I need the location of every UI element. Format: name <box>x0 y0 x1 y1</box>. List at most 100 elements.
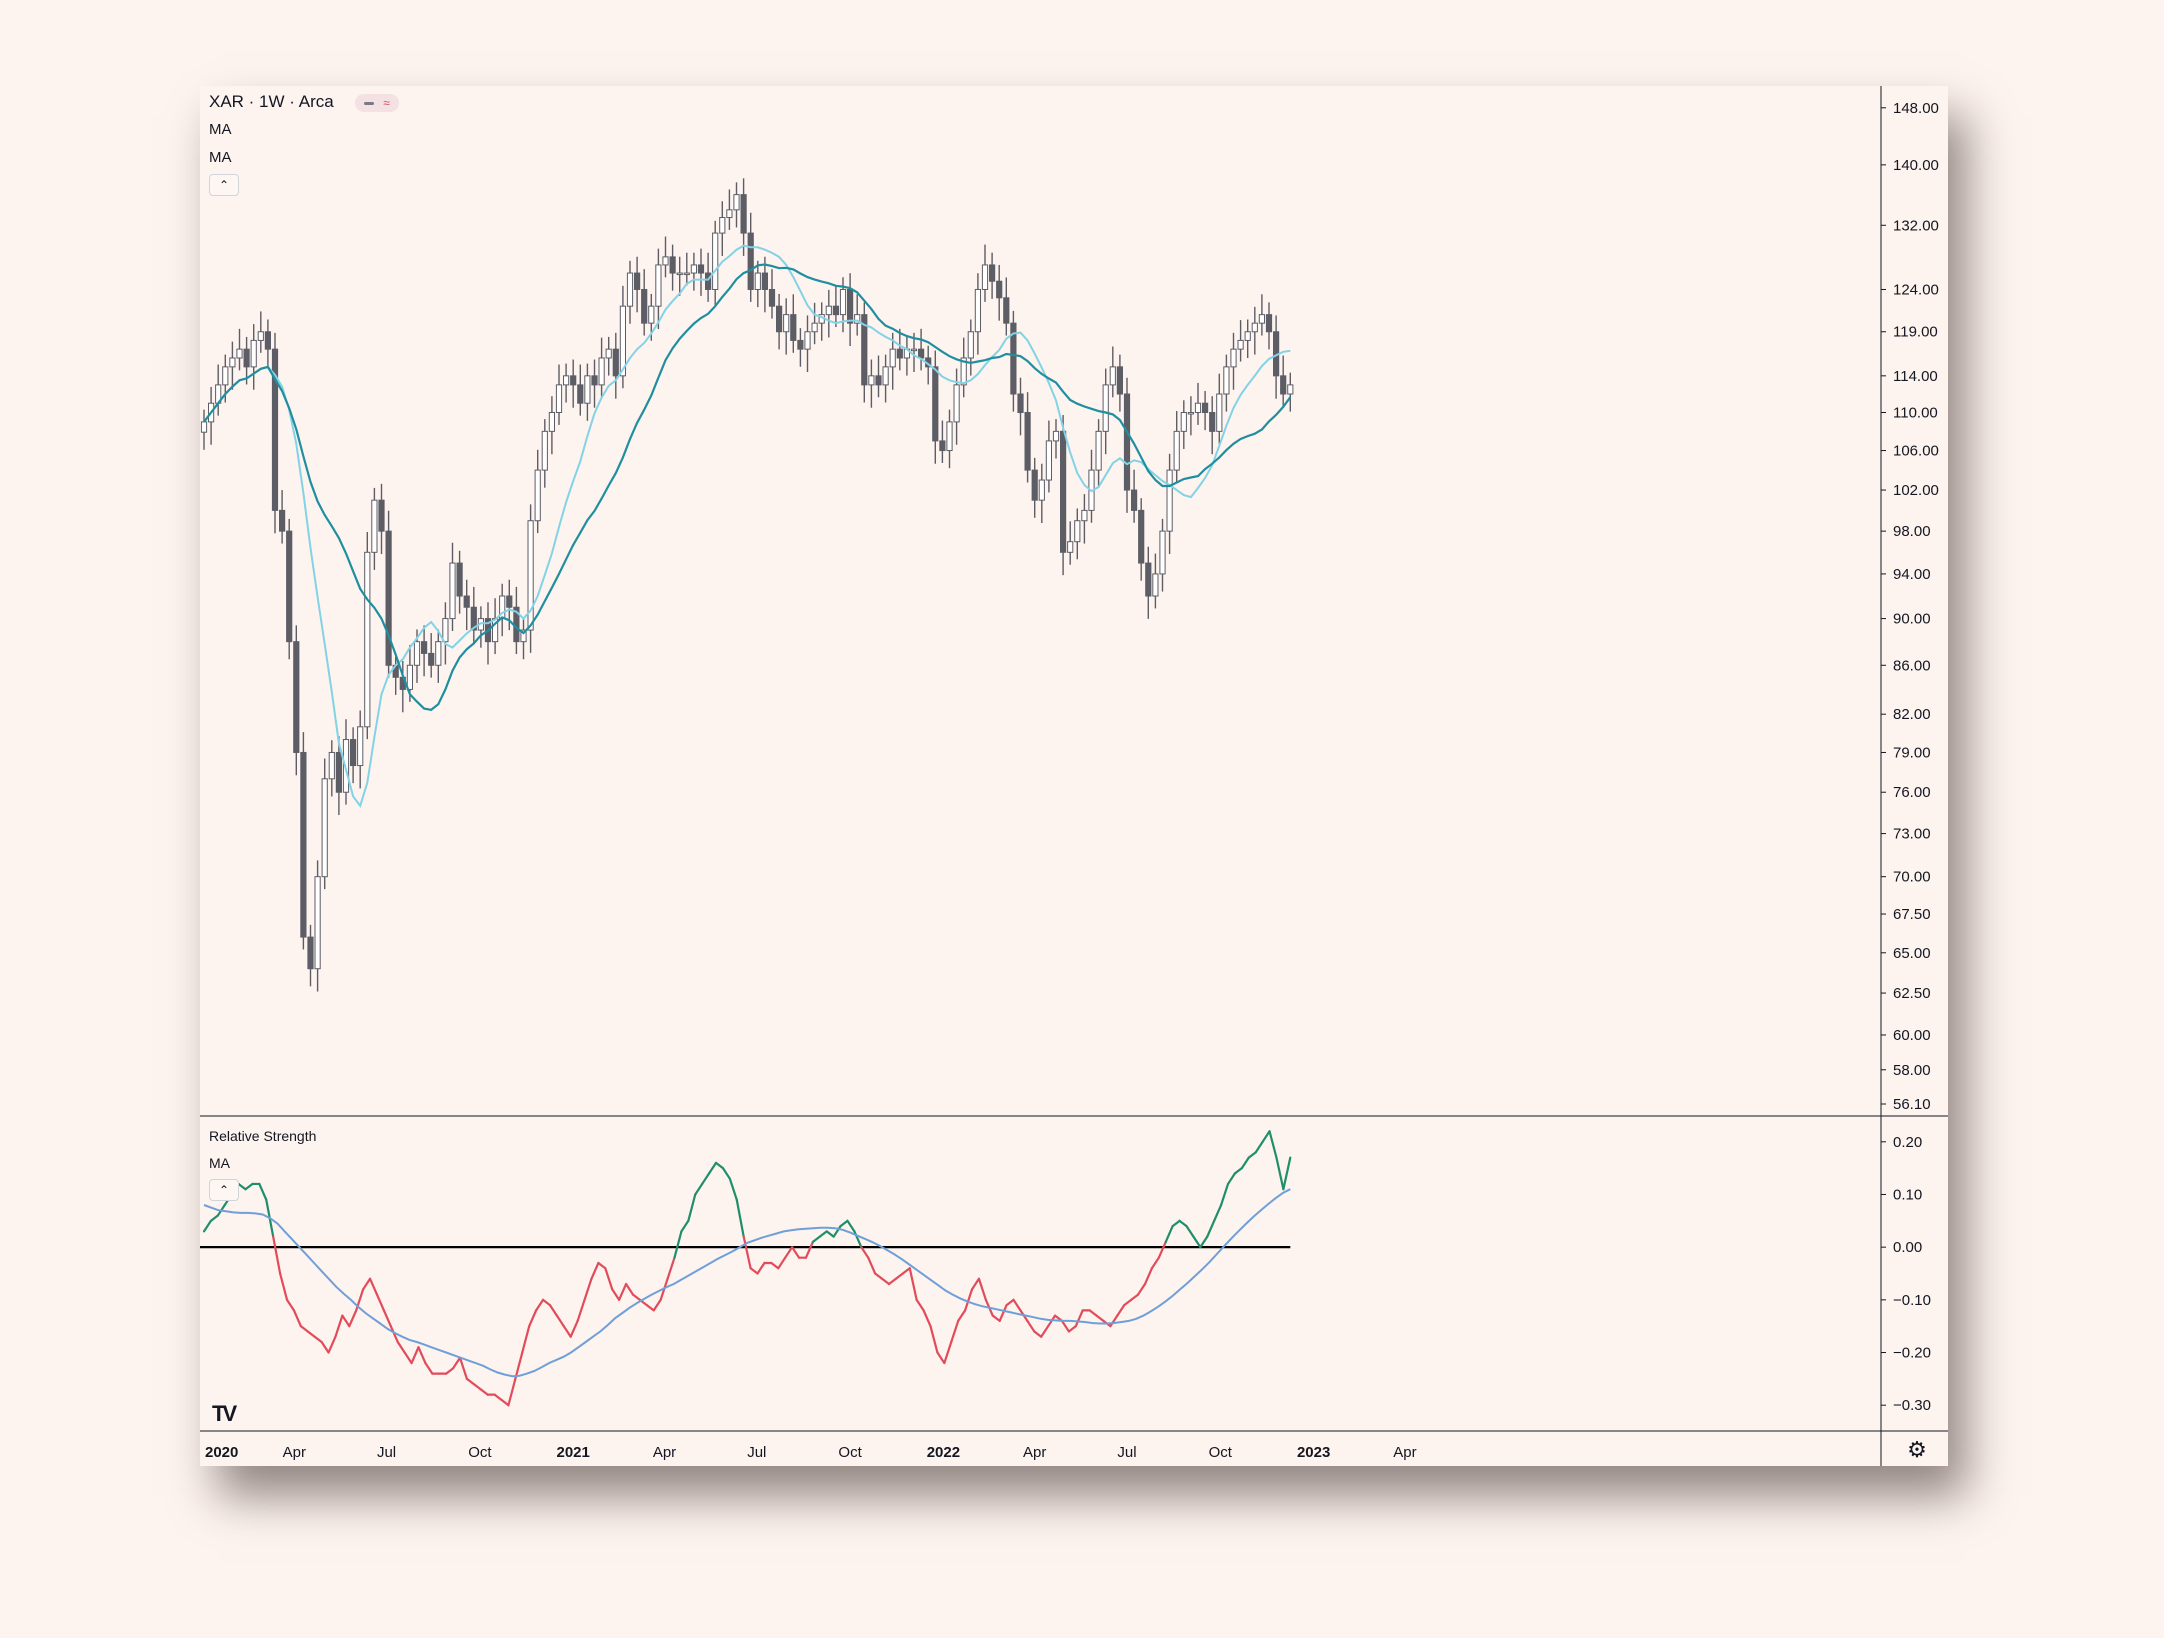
candle-body <box>1010 322 1017 395</box>
rs-segment <box>853 1230 863 1249</box>
candle-body <box>1202 402 1209 414</box>
rs-segment <box>770 1261 780 1270</box>
rs-segment <box>1206 1219 1216 1238</box>
chart-svg[interactable]: 148.00 140.00 132.00 124.00 119.00 114.00 110.… <box>200 86 1948 1466</box>
rs-segment <box>728 1177 738 1201</box>
candle-body <box>783 314 790 333</box>
legend-badge[interactable]: ≈ <box>355 94 399 112</box>
rs-pane-title[interactable]: Relative Strength <box>209 1128 317 1144</box>
rs-segment <box>424 1361 434 1375</box>
candle-body <box>747 232 754 290</box>
rs-segment <box>306 1330 316 1338</box>
rs-segment <box>341 1314 351 1328</box>
candle-body <box>406 664 414 690</box>
price-tick-label: 119.00 <box>1893 324 1938 341</box>
rs-segment <box>673 1230 683 1259</box>
candle-body <box>768 288 776 307</box>
price-tick-label: 124.00 <box>1893 281 1939 298</box>
rs-segment <box>811 1235 821 1243</box>
time-tick-label: Apr <box>653 1444 676 1461</box>
candle-body <box>1159 530 1166 575</box>
rs-segment <box>943 1340 953 1365</box>
candle-body <box>314 876 321 970</box>
rs-segment <box>1185 1224 1195 1238</box>
tradingview-logo[interactable]: TV <box>212 1401 237 1426</box>
rs-segment <box>1192 1235 1202 1249</box>
rs-segment <box>417 1346 427 1365</box>
rs-segment <box>493 1393 503 1402</box>
rs-ma-legend[interactable]: MA <box>209 1155 230 1171</box>
candle-body <box>974 288 981 333</box>
candle-body <box>1038 479 1045 501</box>
candle-body <box>598 357 605 386</box>
time-tick-label: Jul <box>377 1444 396 1461</box>
candle-body <box>371 499 378 553</box>
rs-segment <box>1164 1224 1174 1243</box>
rs-segment <box>590 1261 600 1280</box>
time-tick-label: Jul <box>1117 1444 1136 1461</box>
rs-segment <box>410 1346 420 1365</box>
price-tick-label: 110.00 <box>1893 405 1938 422</box>
symbol-title[interactable]: XAR · 1W · Arca <box>209 92 334 111</box>
rs-segment <box>1240 1156 1250 1170</box>
time-tick-label: Apr <box>283 1444 306 1461</box>
rs-segment <box>1026 1319 1036 1333</box>
rs-segment <box>1109 1314 1119 1328</box>
time-tick-label: Oct <box>468 1444 492 1461</box>
rs-segment <box>279 1272 289 1301</box>
price-tick-label: 148.00 <box>1893 100 1939 117</box>
rs-tick-label: −0.10 <box>1893 1292 1931 1309</box>
candle-body <box>243 348 250 368</box>
candle-body <box>428 652 435 666</box>
settings-button[interactable]: ⚙ <box>1905 1438 1929 1462</box>
candle-body <box>1074 520 1081 543</box>
rs-segment <box>396 1340 406 1354</box>
candle-body <box>690 264 697 274</box>
candle-body <box>705 272 712 290</box>
ma-legend-1[interactable]: MA <box>209 121 232 138</box>
rs-segment <box>403 1351 413 1365</box>
rs-segment <box>382 1309 392 1328</box>
price-tick-label: 60.00 <box>1893 1027 1931 1044</box>
candle-body <box>1017 393 1024 414</box>
ma-fast-line <box>203 244 1291 808</box>
relative-strength-pane <box>200 1130 1292 1407</box>
candle-body <box>868 375 875 386</box>
time-tick-label: 2023 <box>1297 1444 1330 1461</box>
candle-body <box>619 305 626 377</box>
candle-body <box>1180 412 1187 432</box>
candle-body <box>1280 375 1287 395</box>
price-tick-label: 65.00 <box>1893 945 1931 962</box>
candle-body <box>229 357 236 368</box>
candle-body <box>271 348 279 511</box>
time-tick-label: Oct <box>838 1444 862 1461</box>
candle-body <box>463 595 470 608</box>
rs-ma-line <box>203 1188 1291 1378</box>
candle-body <box>570 375 577 386</box>
collapse-rs-legend-button[interactable]: ⌃ <box>209 1179 239 1201</box>
candle-body <box>797 339 804 350</box>
rs-segment <box>1040 1325 1050 1338</box>
candle-body <box>1131 489 1138 511</box>
rs-segment <box>521 1325 531 1354</box>
rs-segment <box>1178 1219 1188 1228</box>
rs-segment <box>624 1282 635 1296</box>
rs-segment <box>562 1325 572 1338</box>
candle-body <box>605 348 612 359</box>
collapse-legend-button[interactable]: ⌃ <box>209 174 239 196</box>
rs-segment <box>936 1351 946 1365</box>
rs-segment <box>1033 1330 1043 1338</box>
candle-body <box>1287 384 1294 395</box>
candle-body <box>1138 509 1145 564</box>
candle-body <box>960 357 967 386</box>
candle-body <box>1166 469 1173 532</box>
rs-segment <box>742 1235 752 1270</box>
candle-body <box>236 348 243 359</box>
price-tick-label: 106.00 <box>1893 443 1939 460</box>
rs-tick-label: −0.30 <box>1893 1397 1931 1414</box>
candle-body <box>222 366 229 386</box>
rs-segment <box>957 1309 967 1323</box>
candle-body <box>541 430 548 471</box>
ma-legend-2[interactable]: MA <box>209 149 232 166</box>
rs-segment <box>285 1298 296 1312</box>
